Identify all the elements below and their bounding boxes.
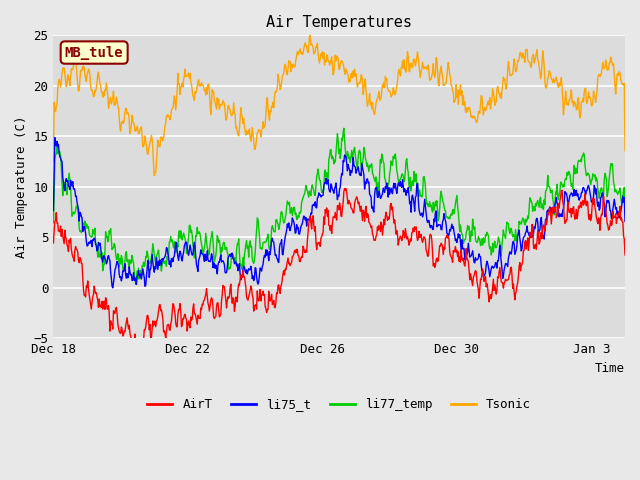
X-axis label: Time: Time xyxy=(595,361,625,374)
Title: Air Temperatures: Air Temperatures xyxy=(266,15,412,30)
Y-axis label: Air Temperature (C): Air Temperature (C) xyxy=(15,116,28,258)
Text: MB_tule: MB_tule xyxy=(65,46,124,60)
Legend: AirT, li75_t, li77_temp, Tsonic: AirT, li75_t, li77_temp, Tsonic xyxy=(142,393,536,416)
